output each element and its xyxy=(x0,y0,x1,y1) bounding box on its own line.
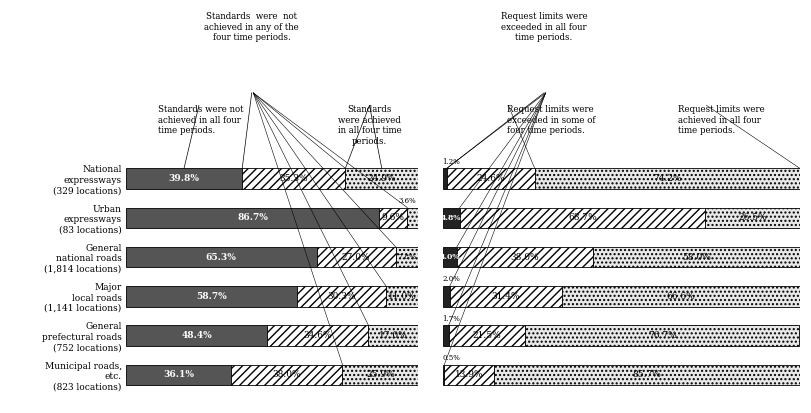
Bar xyxy=(316,247,395,267)
Text: Standards were not
achieved in all four
time periods.: Standards were not achieved in all four … xyxy=(158,105,243,135)
Text: 34.6%: 34.6% xyxy=(303,331,332,340)
Text: 85.7%: 85.7% xyxy=(632,370,661,380)
Bar xyxy=(126,365,231,385)
Text: 48.4%: 48.4% xyxy=(181,331,212,340)
Bar xyxy=(297,286,385,306)
Bar xyxy=(442,208,459,228)
Bar xyxy=(379,208,407,228)
Text: 24.9%: 24.9% xyxy=(367,174,396,183)
Text: 11.0%: 11.0% xyxy=(387,292,416,301)
Bar xyxy=(126,286,297,306)
Bar xyxy=(126,247,316,267)
Text: 65.3%: 65.3% xyxy=(206,253,237,261)
Text: 31.4%: 31.4% xyxy=(491,292,520,301)
Bar xyxy=(342,365,418,385)
Bar xyxy=(395,247,418,267)
Text: 76.7%: 76.7% xyxy=(647,331,676,340)
Bar xyxy=(345,169,418,189)
Text: 25.9%: 25.9% xyxy=(366,370,394,380)
Bar xyxy=(442,169,446,189)
Bar xyxy=(704,208,799,228)
Text: 4.0%: 4.0% xyxy=(439,253,460,261)
Text: 17.0%: 17.0% xyxy=(379,331,407,340)
Bar xyxy=(534,169,799,189)
Text: 3.6%: 3.6% xyxy=(398,197,416,205)
Text: 27.0%: 27.0% xyxy=(341,253,370,261)
Bar xyxy=(242,169,345,189)
Bar xyxy=(267,325,368,346)
Text: 26.5%: 26.5% xyxy=(737,213,766,222)
Text: Standards  were  not
achieved in any of the
four time periods.: Standards were not achieved in any of th… xyxy=(204,12,298,42)
Bar xyxy=(493,365,799,385)
Text: 86.7%: 86.7% xyxy=(237,213,268,222)
Bar xyxy=(407,208,418,228)
Text: Standards
were achieved
in all four time
periods.: Standards were achieved in all four time… xyxy=(337,105,401,145)
Bar xyxy=(126,208,379,228)
Text: 4.8%: 4.8% xyxy=(440,214,461,222)
Text: 38.0%: 38.0% xyxy=(272,370,301,380)
Bar xyxy=(442,247,457,267)
Text: 1.2%: 1.2% xyxy=(442,158,460,166)
Bar xyxy=(561,286,799,306)
Bar xyxy=(448,325,525,346)
Text: 39.8%: 39.8% xyxy=(169,174,200,183)
Bar xyxy=(459,208,704,228)
Bar xyxy=(126,169,242,189)
Text: 66.6%: 66.6% xyxy=(666,292,694,301)
Text: Request limits were
achieved in all four
time periods.: Request limits were achieved in all four… xyxy=(677,105,764,135)
Text: 74.2%: 74.2% xyxy=(652,174,680,183)
Text: Request limits were
exceeded in all four
time periods.: Request limits were exceeded in all four… xyxy=(500,12,586,42)
Text: 9.6%: 9.6% xyxy=(381,213,405,222)
Text: 36.1%: 36.1% xyxy=(163,370,194,380)
Bar xyxy=(442,286,449,306)
Text: 2.0%: 2.0% xyxy=(442,275,460,283)
Bar xyxy=(444,365,493,385)
Bar xyxy=(368,325,418,346)
Bar xyxy=(442,365,444,385)
Bar xyxy=(449,286,561,306)
Text: 13.9%: 13.9% xyxy=(454,370,483,380)
Text: 21.5%: 21.5% xyxy=(472,331,500,340)
Text: 68.7%: 68.7% xyxy=(568,213,596,222)
Bar xyxy=(385,286,418,306)
Text: 35.3%: 35.3% xyxy=(279,174,307,183)
Text: 1.7%: 1.7% xyxy=(442,315,460,323)
Text: 38.0%: 38.0% xyxy=(510,253,539,261)
Text: 30.3%: 30.3% xyxy=(327,292,355,301)
Bar xyxy=(446,169,534,189)
Bar xyxy=(592,247,799,267)
Bar xyxy=(525,325,799,346)
Bar xyxy=(457,247,592,267)
Bar xyxy=(126,325,267,346)
Text: 24.6%: 24.6% xyxy=(476,174,504,183)
Bar xyxy=(442,325,448,346)
Text: 0.5%: 0.5% xyxy=(442,354,460,362)
Text: Request limits were
exceeded in some of
four time periods.: Request limits were exceeded in some of … xyxy=(507,105,595,135)
Text: 58.7%: 58.7% xyxy=(196,292,227,301)
Text: 58.0%: 58.0% xyxy=(681,253,710,261)
Text: 7.8%: 7.8% xyxy=(397,253,416,261)
Bar xyxy=(231,365,342,385)
